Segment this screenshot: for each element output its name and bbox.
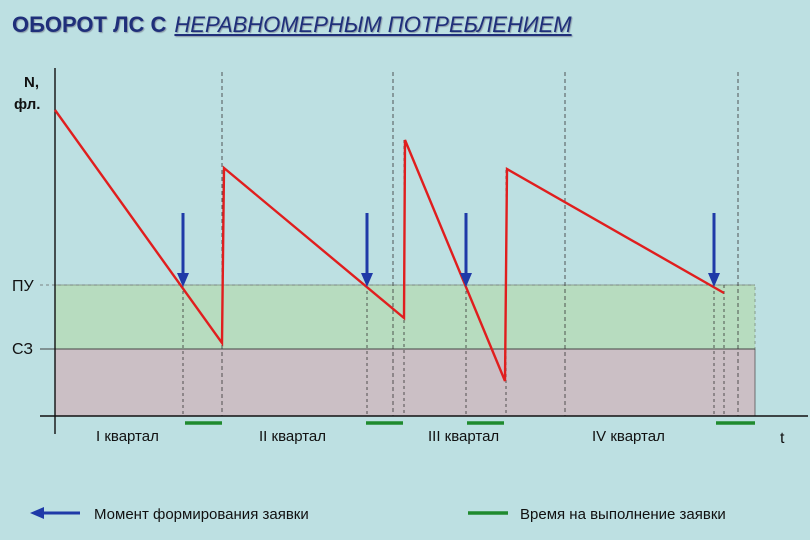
quarter-label-4: IV квартал: [592, 428, 665, 445]
sz-level-label: СЗ: [12, 341, 34, 358]
title-part-1: ОБОРОТ ЛС С: [12, 12, 167, 37]
legend-lead-time-label: Время на выполнение заявки: [520, 506, 726, 523]
quarter-label-3: III квартал: [428, 428, 500, 445]
y-axis-label-line2: фл.: [14, 96, 41, 113]
pu-level-label: ПУ: [12, 278, 34, 295]
page-title: ОБОРОТ ЛС С НЕРАВНОМЕРНЫМ ПОТРЕБЛЕНИЕМ: [12, 12, 572, 38]
x-axis-label: t: [780, 430, 785, 447]
sz-zone: [54, 348, 756, 417]
stock-level-line: [54, 109, 725, 382]
legend-arrow-icon: [30, 507, 80, 519]
y-axis-label-line1: N,: [24, 74, 39, 91]
title-part-2: НЕРАВНОМЕРНЫМ ПОТРЕБЛЕНИЕМ: [174, 12, 572, 37]
legend-order-moment-label: Момент формирования заявки: [94, 506, 309, 523]
order-arrow-1: [177, 213, 189, 287]
order-arrow-3: [460, 213, 472, 287]
quarter-label-2: II квартал: [259, 428, 327, 445]
order-arrow-4: [708, 213, 720, 287]
order-arrow-2: [361, 213, 373, 287]
quarter-label-1: I квартал: [96, 428, 159, 445]
